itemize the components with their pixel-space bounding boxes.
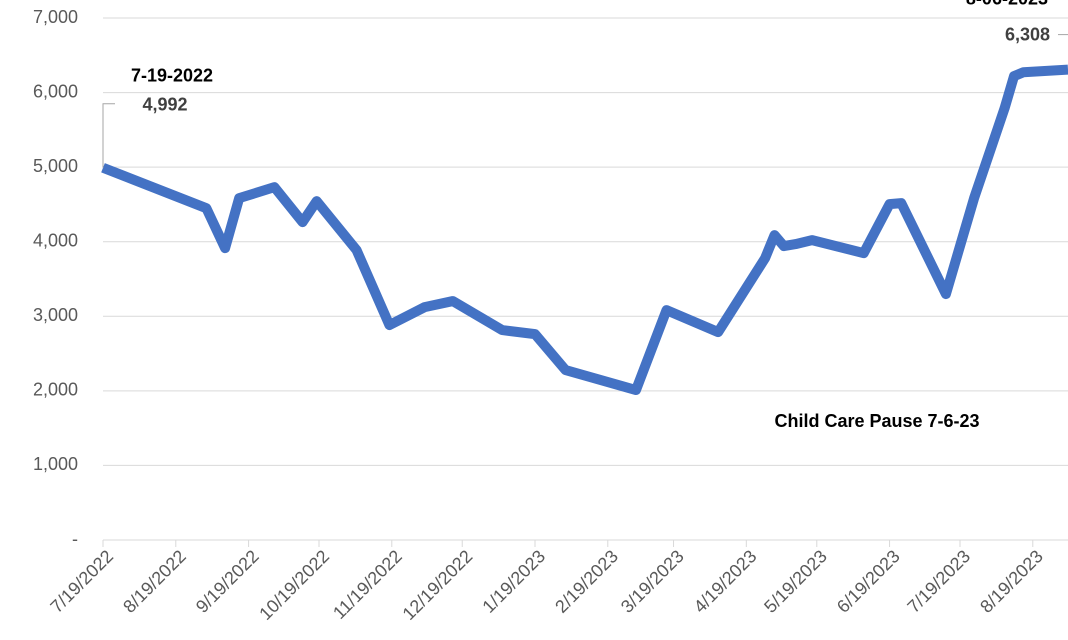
y-tick-label: -	[72, 529, 78, 549]
x-tick-label: 8/19/2023	[976, 546, 1047, 617]
date-label: 8-06-2023	[966, 0, 1048, 8]
data-line	[101, 64, 1068, 396]
x-tick-label: 3/19/2023	[617, 546, 688, 617]
value-label: 4,992	[142, 94, 187, 114]
value-label: 6,308	[1005, 24, 1050, 44]
x-tick-label: 12/19/2022	[399, 546, 477, 624]
x-tick-label: 10/19/2022	[255, 546, 333, 624]
x-tick-label: 1/19/2023	[478, 546, 549, 617]
date-label: 7-19-2022	[131, 65, 213, 85]
x-tick-label: 2/19/2023	[551, 546, 622, 617]
x-tick-label: 6/19/2023	[833, 546, 904, 617]
x-tick-label: 7/19/2022	[46, 546, 117, 617]
x-tick-label: 8/19/2022	[119, 546, 190, 617]
y-tick-label: 7,000	[33, 7, 78, 27]
y-tick-label: 3,000	[33, 305, 78, 325]
x-tick-label: 5/19/2023	[760, 546, 831, 617]
x-tick-label: 4/19/2023	[690, 546, 761, 617]
leader-line	[102, 103, 115, 168]
y-tick-label: 1,000	[33, 454, 78, 474]
y-tick-label: 6,000	[33, 81, 78, 101]
x-tick-label: 7/19/2023	[903, 546, 974, 617]
x-tick-label: 11/19/2022	[329, 546, 406, 623]
y-tick-label: 4,000	[33, 230, 78, 250]
y-tick-label: 2,000	[33, 380, 78, 400]
annotation: Child Care Pause 7-6-23	[774, 411, 979, 431]
x-tick-label: 9/19/2022	[192, 546, 263, 617]
y-tick-label: 5,000	[33, 156, 78, 176]
